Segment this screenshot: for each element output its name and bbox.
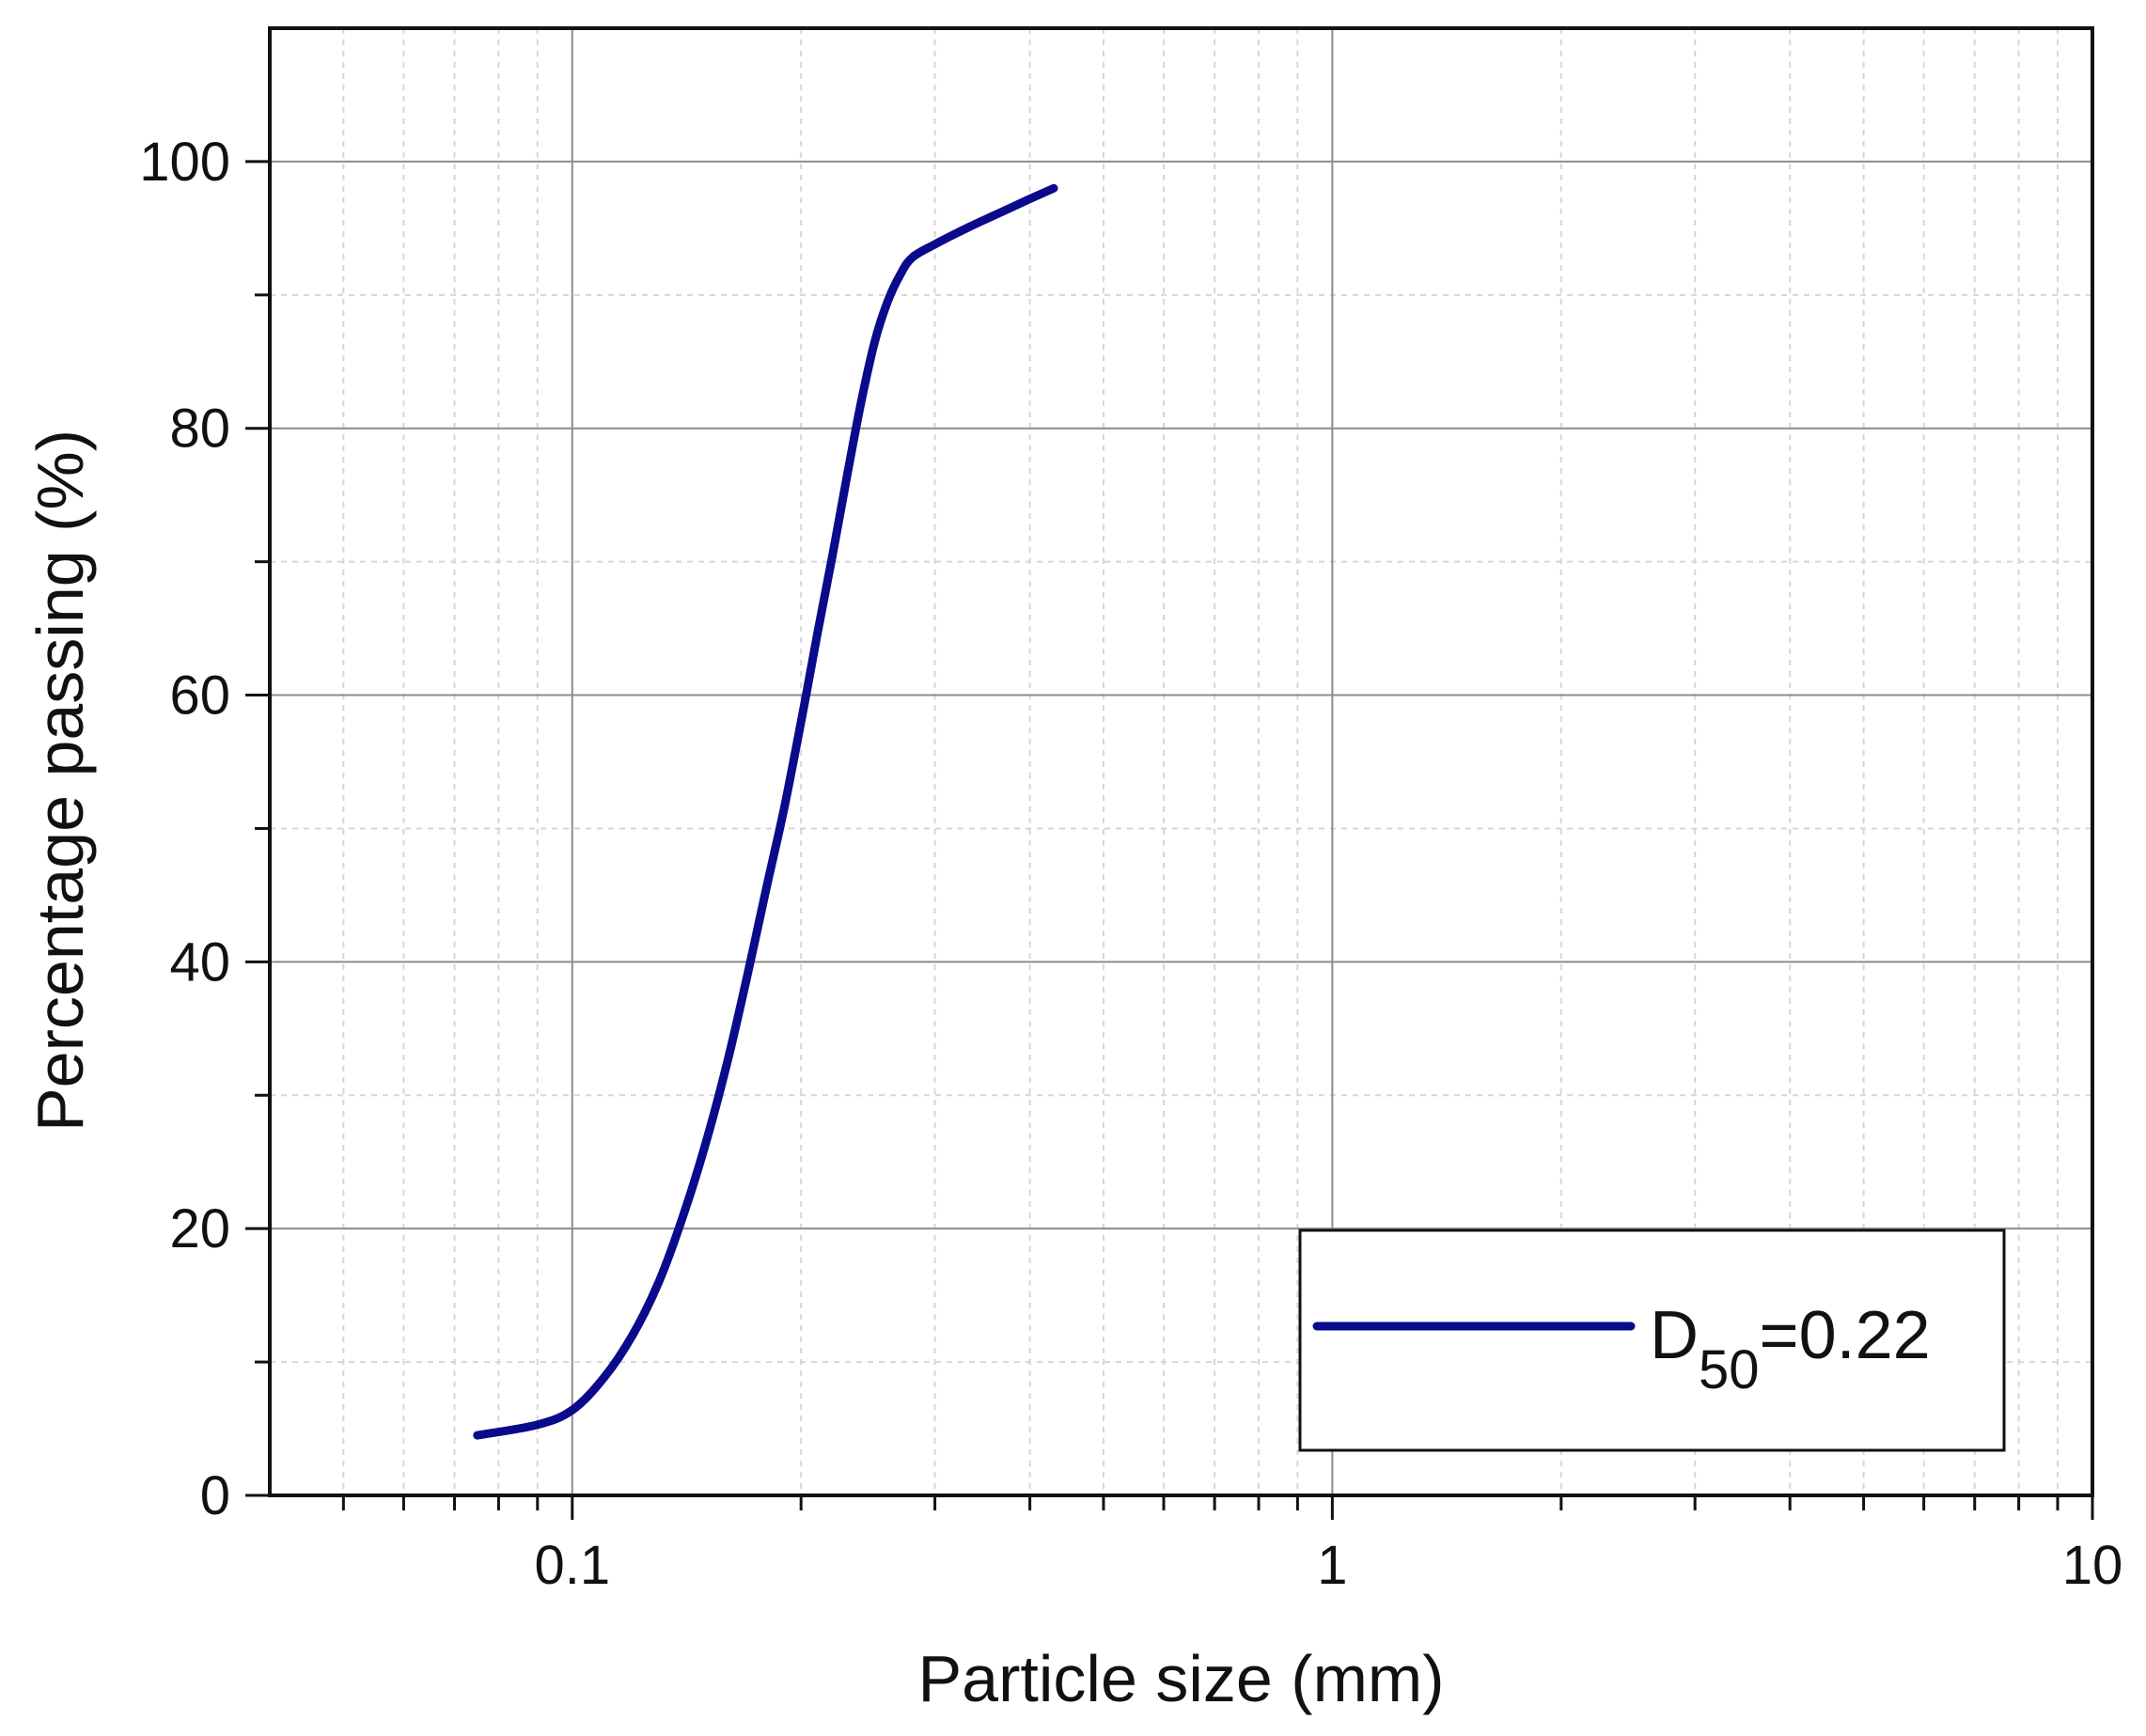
legend-box (1298, 1228, 2006, 1452)
x-tick-label: 0.1 (534, 1535, 610, 1596)
legend: D50=0.22 (1298, 1228, 2006, 1452)
y-tick-label: 80 (169, 399, 230, 460)
plot-frame (268, 26, 2094, 1497)
x-axis-title: Particle size (mm) (917, 1642, 1444, 1715)
legend-label: D50=0.22 (1650, 1298, 1931, 1400)
x-tick-label: 10 (2062, 1535, 2123, 1596)
y-tick-label: 60 (169, 665, 230, 727)
y-tick-label: 20 (169, 1198, 230, 1259)
x-tick-label: 1 (1317, 1535, 1347, 1596)
series-line-d50 (473, 183, 1058, 1440)
y-tick-label: 0 (200, 1465, 230, 1526)
y-tick-label: 100 (139, 132, 230, 193)
y-tick-label: 40 (169, 931, 230, 993)
y-axis-title: Percentage passing (%) (23, 430, 97, 1132)
